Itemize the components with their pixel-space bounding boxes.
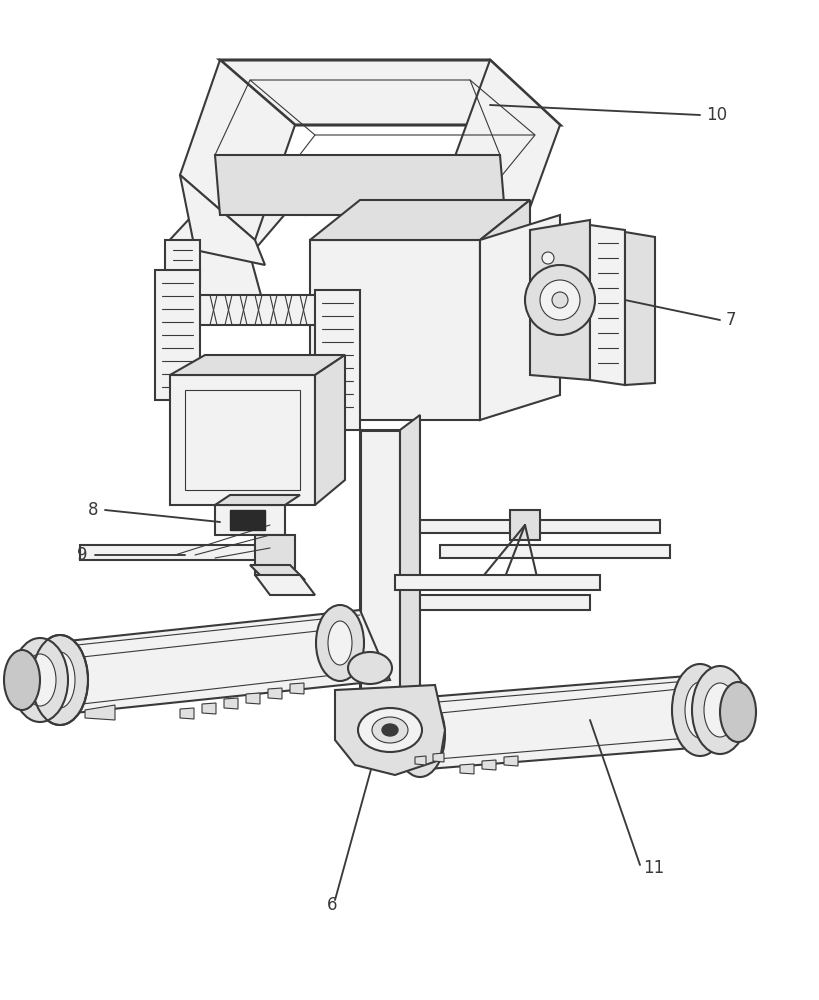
Polygon shape: [390, 675, 730, 770]
Ellipse shape: [24, 654, 56, 706]
Polygon shape: [202, 703, 216, 714]
Polygon shape: [215, 155, 505, 215]
Ellipse shape: [552, 292, 568, 308]
Ellipse shape: [32, 635, 88, 725]
Polygon shape: [246, 693, 260, 704]
Polygon shape: [165, 240, 200, 285]
Ellipse shape: [408, 713, 432, 757]
Polygon shape: [510, 225, 540, 270]
Polygon shape: [625, 232, 655, 385]
Polygon shape: [310, 200, 530, 240]
Polygon shape: [530, 220, 590, 380]
Polygon shape: [290, 683, 304, 694]
Polygon shape: [315, 355, 345, 505]
Polygon shape: [268, 688, 282, 699]
Polygon shape: [230, 510, 265, 530]
Polygon shape: [165, 175, 310, 255]
Polygon shape: [335, 685, 445, 775]
Text: 8: 8: [88, 501, 98, 519]
Ellipse shape: [382, 724, 398, 736]
Polygon shape: [440, 170, 520, 260]
Polygon shape: [360, 430, 400, 700]
Ellipse shape: [692, 666, 748, 754]
Ellipse shape: [672, 664, 728, 756]
Ellipse shape: [12, 638, 68, 722]
Polygon shape: [80, 545, 280, 560]
Polygon shape: [170, 375, 315, 505]
Polygon shape: [220, 60, 560, 125]
Ellipse shape: [348, 652, 392, 684]
Polygon shape: [215, 495, 300, 505]
Polygon shape: [482, 760, 496, 770]
Text: 11: 11: [643, 859, 664, 877]
Polygon shape: [315, 290, 360, 430]
Text: 7: 7: [726, 311, 736, 329]
Polygon shape: [255, 535, 295, 575]
Ellipse shape: [45, 652, 75, 708]
Polygon shape: [400, 415, 420, 700]
Polygon shape: [440, 545, 670, 558]
Ellipse shape: [328, 621, 352, 665]
Polygon shape: [420, 595, 590, 610]
Polygon shape: [250, 565, 305, 580]
Ellipse shape: [316, 605, 364, 681]
Ellipse shape: [525, 265, 595, 335]
Polygon shape: [180, 60, 295, 240]
Polygon shape: [155, 270, 200, 400]
Polygon shape: [450, 60, 560, 235]
Ellipse shape: [704, 683, 736, 737]
Polygon shape: [590, 225, 625, 385]
Polygon shape: [180, 175, 265, 265]
Polygon shape: [30, 610, 390, 715]
Text: 10: 10: [706, 106, 727, 124]
Polygon shape: [215, 505, 285, 535]
Ellipse shape: [395, 693, 445, 777]
Polygon shape: [433, 753, 444, 762]
Text: 6: 6: [327, 896, 337, 914]
Ellipse shape: [542, 252, 554, 264]
Polygon shape: [504, 756, 518, 766]
Polygon shape: [310, 240, 480, 420]
Ellipse shape: [685, 682, 715, 738]
Polygon shape: [255, 575, 315, 595]
Polygon shape: [165, 245, 265, 310]
Polygon shape: [180, 708, 194, 719]
Polygon shape: [395, 575, 600, 590]
Ellipse shape: [372, 717, 408, 743]
Polygon shape: [200, 295, 320, 325]
Polygon shape: [85, 705, 115, 720]
Ellipse shape: [358, 708, 422, 752]
Polygon shape: [460, 764, 474, 774]
Ellipse shape: [4, 650, 40, 710]
Text: 9: 9: [78, 546, 88, 564]
Polygon shape: [420, 520, 660, 533]
Polygon shape: [480, 200, 530, 420]
Polygon shape: [415, 756, 426, 765]
Ellipse shape: [540, 280, 580, 320]
Polygon shape: [510, 510, 540, 540]
Polygon shape: [480, 215, 560, 420]
Polygon shape: [224, 698, 238, 709]
Polygon shape: [170, 355, 345, 375]
Polygon shape: [225, 175, 310, 215]
Ellipse shape: [720, 682, 756, 742]
